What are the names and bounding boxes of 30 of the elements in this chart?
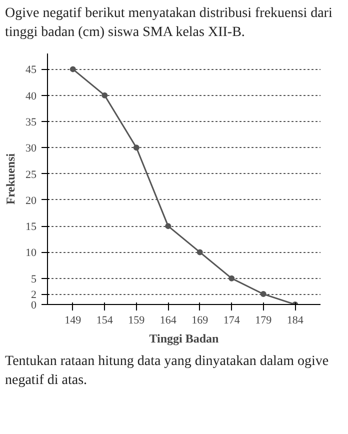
x-tick-label: 169 (192, 314, 209, 326)
y-tick-label: 10 (26, 246, 37, 259)
x-tick-label: 174 (223, 314, 240, 326)
x-axis-title: Tinggi Badan (149, 331, 220, 346)
x-tick-label: 159 (128, 314, 146, 326)
point (102, 92, 108, 98)
chart-title: Ogive negatif berikut menyatakan distribusi frekuensi dari tinggi badan (cm) siswa SMA kelas XII-B. (5, 5, 334, 42)
y-tick-label: 35 (26, 116, 37, 128)
point (196, 248, 203, 255)
point (260, 290, 266, 297)
y-tick-label: 15 (26, 220, 37, 233)
x-tick-label: 184 (286, 314, 304, 326)
y-tick-label: 40 (26, 90, 37, 102)
point (133, 144, 140, 150)
y-tick-label: 5 (31, 273, 37, 286)
y-tick-label: 25 (26, 168, 37, 181)
y-tick-label: 20 (26, 194, 37, 207)
x-tick-label: 149 (64, 314, 82, 326)
x-tick-label: 164 (160, 314, 177, 326)
text: Tentukan rataan hitung data yang dinyatakan dalam ogive negatif di atas. (5, 352, 330, 390)
point (165, 222, 172, 229)
point (70, 66, 76, 72)
y-tick-label: 30 (26, 142, 37, 154)
x-tick-label: 179 (255, 314, 272, 326)
y-tick-label: 0 (31, 299, 37, 312)
x-tick-label: 154 (96, 314, 114, 326)
y-tick-label: 2 (31, 288, 36, 301)
y-axis-title: Frekuensi (4, 152, 18, 204)
y-tick-label: 45 (26, 64, 37, 76)
point (228, 275, 235, 282)
